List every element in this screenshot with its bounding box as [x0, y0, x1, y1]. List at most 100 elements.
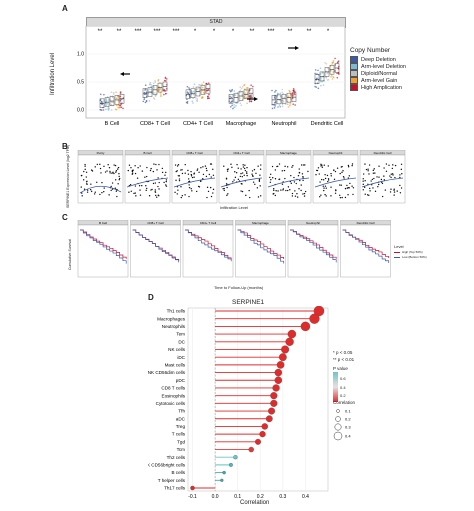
scatter-point [392, 164, 394, 166]
scatter-point [399, 184, 401, 187]
facet-title: CD4+ T Cell [233, 151, 250, 155]
scatter-point [161, 171, 164, 174]
scatter-point [180, 186, 182, 188]
category-label: aDC [176, 416, 186, 421]
data-point [159, 87, 162, 90]
scatter-point [286, 189, 289, 192]
scatter-point [334, 170, 337, 173]
data-point [163, 93, 165, 96]
scatter-point [157, 185, 159, 188]
scatter-point [202, 166, 204, 168]
data-point [271, 107, 274, 110]
scatter-point [298, 172, 301, 174]
scatter-point [303, 192, 306, 195]
scatter-point [383, 179, 386, 181]
data-point [334, 64, 337, 66]
data-point [283, 96, 286, 99]
lollipop-dot [270, 392, 278, 400]
lollipop-dot [285, 337, 294, 346]
pvalue-title: P value [333, 366, 348, 371]
scatter-point [333, 169, 335, 171]
data-point [336, 72, 338, 75]
scatter-point [289, 189, 291, 191]
data-point [99, 93, 102, 96]
scatter-point [135, 195, 137, 197]
scatter-point [115, 171, 117, 173]
data-point [111, 96, 114, 99]
data-point [330, 75, 332, 78]
data-point [241, 93, 243, 96]
significance-star: ** [288, 29, 293, 35]
data-point [239, 91, 241, 94]
scatter-point [391, 167, 394, 170]
panel-c-legend: Level High (Top 50%) Low (Bottom 50%) [394, 245, 434, 259]
survival-curve [80, 229, 127, 264]
data-point [145, 93, 147, 95]
scatter-point [393, 188, 395, 190]
data-point [116, 97, 118, 100]
data-point [203, 91, 205, 94]
data-point [229, 90, 232, 93]
scatter-point [94, 166, 96, 168]
scatter-point [110, 185, 112, 188]
scatter-point [302, 179, 304, 182]
scatter-point [212, 188, 215, 191]
data-point [239, 97, 241, 99]
legend-item: Low (Bottom 50%) [394, 255, 434, 259]
facet-panel [171, 154, 218, 204]
scatter-point [131, 173, 134, 175]
scatter-point [367, 168, 369, 170]
data-point [294, 104, 296, 106]
data-point [122, 107, 124, 110]
data-point [154, 81, 157, 83]
data-point [207, 95, 209, 98]
data-point [229, 95, 231, 98]
scatter-point [205, 167, 208, 170]
legend-swatch [350, 56, 358, 63]
data-point [152, 97, 155, 99]
facet-title: B Cell [99, 221, 107, 225]
pvalue-legend: P value 0.6 0.4 0.2 [333, 366, 363, 402]
data-point [324, 61, 326, 64]
panel-b-xlabel: Infiltration Level [220, 205, 249, 210]
scatter-point [242, 164, 244, 166]
data-point [143, 93, 146, 96]
legend-item: Arm-level Gain [350, 77, 460, 84]
scatter-point [320, 165, 322, 167]
x-tick-label: 0.3 [279, 494, 286, 500]
category-label: Th17 cells [164, 486, 186, 491]
scatter-point [178, 178, 181, 180]
scatter-point [111, 188, 114, 190]
scatter-point [165, 171, 167, 174]
survival-curve [185, 229, 232, 261]
x-tick-label: 0.0 [212, 494, 219, 500]
category-label: Mast cells [165, 362, 186, 367]
data-point [275, 89, 277, 92]
data-point [186, 102, 189, 104]
lollipop-dot [313, 306, 325, 317]
data-point [144, 101, 147, 104]
data-point [119, 92, 122, 94]
scatter-point [333, 178, 336, 181]
facet-panel [312, 154, 359, 204]
data-point [206, 89, 208, 92]
scatter-point [206, 196, 208, 199]
data-point [248, 100, 251, 103]
scatter-point [241, 175, 243, 178]
scatter-point [274, 194, 277, 197]
data-point [239, 102, 242, 105]
scatter-point [322, 179, 325, 181]
data-point [317, 87, 320, 90]
panel-d-xlabel: Correlation [240, 500, 270, 506]
scatter-point [368, 194, 370, 197]
scatter-point [99, 193, 101, 196]
category-label: Tgd [177, 439, 185, 444]
data-point [245, 89, 248, 92]
scatter-point [293, 176, 295, 179]
scatter-point [130, 190, 132, 193]
data-point [336, 61, 339, 64]
data-point [287, 106, 290, 108]
scatter-point [223, 189, 225, 192]
data-point [230, 101, 233, 103]
data-point [274, 97, 276, 100]
